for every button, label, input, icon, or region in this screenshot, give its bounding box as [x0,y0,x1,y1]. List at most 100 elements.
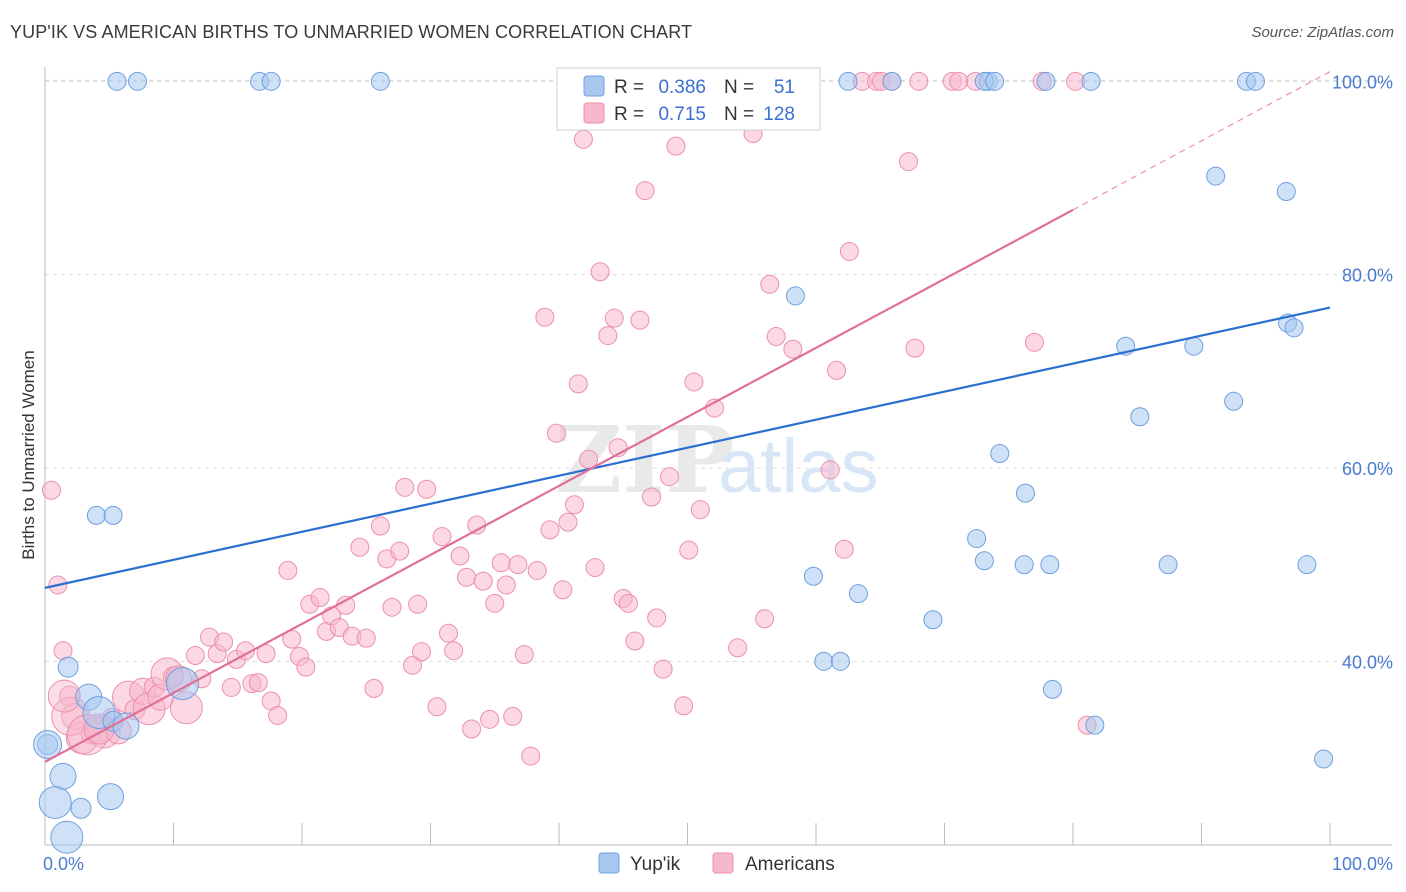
american-point [553,580,573,600]
american-point [666,136,686,156]
yupik-point [848,584,868,604]
y-axis-label: Births to Unmarried Women [19,350,38,559]
american-point [618,593,638,613]
american-point [438,623,458,643]
y-tick-label: 80.0% [1342,266,1393,286]
yupik-point [785,286,805,306]
yupik-point [1284,318,1304,338]
yupik-point [1085,715,1105,735]
yupik-point [128,71,148,91]
yupik-point [974,551,994,571]
yupik-point [1042,679,1062,699]
american-point [573,129,593,149]
american-point [598,326,618,346]
american-point [432,527,452,547]
american-point [480,709,500,729]
yupik-point [70,797,92,819]
yupik-point [1081,71,1101,91]
american-point [350,537,370,557]
american-point [783,339,803,359]
yupik-point [86,505,106,525]
yupik-point [990,444,1010,463]
american-point [604,308,624,328]
chart-title: YUP'IK VS AMERICAN BIRTHS TO UNMARRIED W… [10,22,693,42]
legend-r-value: 0.715 [658,104,706,125]
american-point [909,71,929,91]
legend-r-value: 0.386 [658,77,706,98]
trend-lines [44,71,1331,763]
american-point [467,515,487,535]
yupik-point [370,71,390,91]
source-label[interactable]: Source: ZipAtlas.com [1251,24,1394,41]
yupik-point [838,71,858,91]
yupik-point [261,71,281,91]
american-trend-extension [1072,71,1331,211]
tick-labels: 40.0% 60.0% 80.0% 100.0% 0.0% 100.0% [43,72,1393,874]
american-point [625,631,645,651]
yupik-point [967,529,987,549]
american-point [521,746,541,766]
american-point [899,152,919,172]
y-tick-label: 40.0% [1342,652,1393,672]
american-point [535,307,555,327]
american-point [473,571,493,591]
yupik-point [814,651,834,671]
american-point [412,642,432,662]
american-point [728,638,748,658]
yupik-point [1040,555,1060,575]
american-point [684,372,704,392]
yupik-trend-line [44,306,1331,589]
yupik-point [1184,336,1204,356]
american-point [395,477,415,497]
american-point [905,338,925,358]
american-point [496,575,516,595]
yupik-point [1015,483,1035,503]
american-point [514,645,534,665]
american-point [760,274,780,294]
y-tick-label: 60.0% [1342,459,1393,479]
american-point [336,595,356,615]
american-point [456,567,476,587]
yupik-point [830,651,850,671]
american-point [491,553,511,573]
legend-n-label: N = [724,104,754,125]
american-point [390,541,410,561]
yupik-point [57,656,79,678]
american-point [766,327,786,347]
legend-n-value: 128 [763,104,795,125]
yupik-point [50,820,84,854]
american-point [755,609,775,629]
legend-swatch [583,75,605,97]
american-point [356,628,376,648]
american-point [949,71,969,91]
american-point [653,659,673,679]
y-tick-label: 100.0% [1332,72,1393,92]
american-point [214,632,234,652]
yupik-point [1314,749,1334,769]
american-point [635,181,655,201]
american-point [558,512,578,532]
watermark-atlas: atlas [718,424,879,509]
american-point [674,696,694,716]
yupik-point [97,783,125,811]
legend-r-label: R = [614,77,644,98]
bottom-legend: Yup'ik Americans [598,852,835,875]
american-point [564,495,584,515]
yupik-point [103,505,123,525]
american-point [660,467,680,487]
american-point [827,360,847,380]
legend-swatch [583,102,605,124]
yupik-point [1245,71,1265,91]
yupik-point [1297,555,1317,575]
american-trend-line [44,208,1074,763]
american-point [444,641,464,661]
american-point [364,678,384,698]
yupik-point [882,71,902,91]
american-point [540,520,560,540]
yupik-point [49,762,77,790]
american-point [296,657,316,677]
american-point [450,546,470,566]
yupik-point [38,785,72,819]
american-point [642,487,662,507]
